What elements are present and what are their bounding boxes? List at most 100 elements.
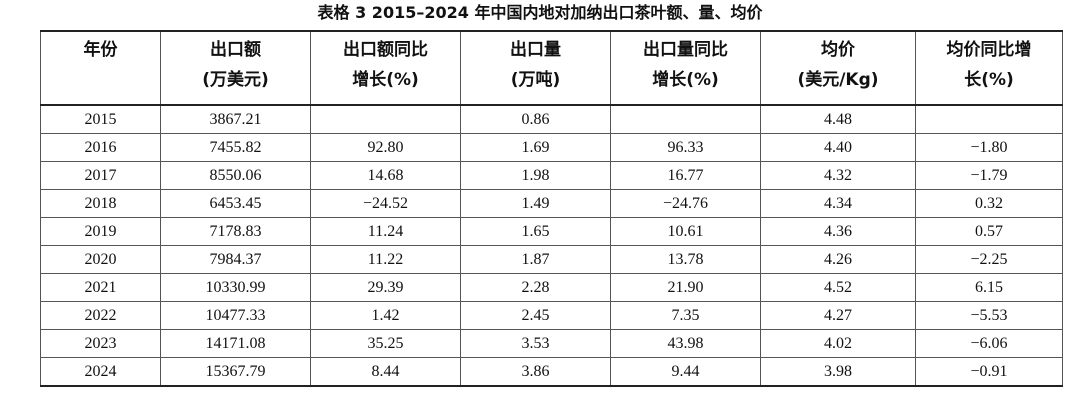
table-cell: 6.15	[915, 273, 1063, 302]
table-row: 2018 6453.45 −24.52 1.49 −24.76 4.34 0.32	[40, 189, 1063, 218]
table-cell: 1.69	[460, 133, 611, 162]
table-cell: 1.42	[310, 301, 461, 330]
header-cell: 出口量 (万吨)	[460, 30, 611, 106]
table-cell: 7178.83	[160, 217, 311, 246]
table-cell: 4.36	[760, 217, 916, 246]
header-cell: 出口额同比增长(%)	[310, 30, 461, 106]
header-text: 长(%)	[964, 70, 1014, 90]
table-cell: 13.78	[610, 245, 761, 274]
table-cell: 3.53	[460, 329, 611, 358]
table-row: 2015 3867.21 0.86 4.48	[40, 104, 1063, 134]
header-text: (万美元)	[202, 70, 269, 90]
table-cell: 2019	[40, 217, 161, 246]
table-cell: 2017	[40, 161, 161, 190]
table-cell: 4.26	[760, 245, 916, 274]
table-cell: 14171.08	[160, 329, 311, 358]
empty-cell	[610, 104, 761, 134]
table-cell: 10330.99	[160, 273, 311, 302]
table-cell: 7984.37	[160, 245, 311, 274]
table-cell: 35.25	[310, 329, 461, 358]
table-cell: −1.80	[915, 133, 1063, 162]
empty-cell	[915, 104, 1063, 134]
table-cell: 1.98	[460, 161, 611, 190]
table-cell: 96.33	[610, 133, 761, 162]
table-body: 2015 3867.21 0.86 4.48 2016 7455.82 92.80 1.69 9…	[40, 104, 1063, 387]
header-cell: 年份	[40, 30, 161, 106]
header-text: 年份	[83, 40, 118, 60]
table-cell: −2.25	[915, 245, 1063, 274]
table-cell: 7.35	[610, 301, 761, 330]
table-cell: 14.68	[310, 161, 461, 190]
empty-cell	[310, 104, 461, 134]
table-cell: −24.76	[610, 189, 761, 218]
table-cell: 11.24	[310, 217, 461, 246]
table-cell: 11.22	[310, 245, 461, 274]
header-text: 出口额	[210, 40, 261, 60]
table-cell: 15367.79	[160, 357, 311, 387]
header-cell: 出口量同比 增长(%)	[610, 30, 761, 106]
table-row: 2021 10330.99 29.39 2.28 21.90 4.52 6.15	[40, 273, 1063, 302]
table-head: 年份 出口额 (万美元) 出口额同比 增长(%) 出口量 (万吨) 出口量同比 增长(%) 均价 (…	[40, 30, 1063, 106]
table-cell: 8.44	[310, 357, 461, 387]
header-cell: 均价同比增长(%)	[915, 30, 1063, 106]
table-cell: 1.65	[460, 217, 611, 246]
table-cell: 16.77	[610, 161, 761, 190]
data-table: 年份 出口额 (万美元) 出口额同比 增长(%) 出口量 (万吨) 出口量同比 增长(%) 均价 (…	[40, 30, 1063, 387]
table-cell: 4.02	[760, 329, 916, 358]
table-cell: 6453.45	[160, 189, 311, 218]
table-row: 2019 7178.83 11.24 1.65 10.61 4.36 0.57	[40, 217, 1063, 246]
table-cell: −0.91	[915, 357, 1063, 387]
table-cell: 2023	[40, 329, 161, 358]
table-cell: 4.48	[760, 104, 916, 134]
table-cell: 3867.21	[160, 104, 311, 134]
table-cell: −24.52	[310, 189, 461, 218]
table-cell: 10.61	[610, 217, 761, 246]
table-cell: 3.86	[460, 357, 611, 387]
table-cell: 2.45	[460, 301, 611, 330]
table-cell: 10477.33	[160, 301, 311, 330]
table-cell: 2024	[40, 357, 161, 387]
table-cell: 2020	[40, 245, 161, 274]
header-row: 年份 出口额 (万美元) 出口额同比 增长(%) 出口量 (万吨) 出口量同比 增长(%) 均价 (…	[40, 30, 1063, 106]
table-cell: −1.79	[915, 161, 1063, 190]
header-cell: 出口额 (万美元)	[160, 30, 311, 106]
header-text: 出口额同比	[343, 40, 428, 60]
header-text: (美元/Kg)	[797, 70, 879, 90]
table-cell: 7455.82	[160, 133, 311, 162]
table-cell: 3.98	[760, 357, 916, 387]
table-title: 表格 3 2015–2024 年中国内地对加纳出口茶叶额、量、均价	[317, 3, 763, 22]
table-row: 2017 8550.06 14.68 1.98 16.77 4.32 −1.79	[40, 161, 1063, 190]
header-text: 出口量	[510, 40, 561, 60]
table-cell: 1.49	[460, 189, 611, 218]
table-row: 2020 7984.37 11.22 1.87 13.78 4.26 −2.25	[40, 245, 1063, 274]
table-cell: 8550.06	[160, 161, 311, 190]
table-cell: 4.34	[760, 189, 916, 218]
table-cell: 2015	[40, 104, 161, 134]
table-cell: 0.57	[915, 217, 1063, 246]
table-cell: 1.87	[460, 245, 611, 274]
header-text: 均价	[821, 40, 855, 60]
table-cell: −6.06	[915, 329, 1063, 358]
table-row: 2024 15367.79 8.44 3.86 9.44 3.98 −0.91	[40, 357, 1063, 387]
header-cell: 均价 (美元/Kg)	[760, 30, 916, 106]
table-cell: 29.39	[310, 273, 461, 302]
table-cell: 2016	[40, 133, 161, 162]
table-cell: 92.80	[310, 133, 461, 162]
header-text: 增长(%)	[652, 70, 719, 90]
table-cell: 9.44	[610, 357, 761, 387]
header-text: 增长(%)	[352, 70, 419, 90]
table-row: 2023 14171.08 35.25 3.53 43.98 4.02 −6.06	[40, 329, 1063, 358]
table-cell: 4.27	[760, 301, 916, 330]
table-cell: −5.53	[915, 301, 1063, 330]
table-cell: 4.40	[760, 133, 916, 162]
table-row: 2022 10477.33 1.42 2.45 7.35 4.27 −5.53	[40, 301, 1063, 330]
header-text: 均价同比增	[946, 40, 1032, 60]
table-cell: 2.28	[460, 273, 611, 302]
table-cell: 2018	[40, 189, 161, 218]
table-cell: 0.86	[460, 104, 611, 134]
table-cell: 4.32	[760, 161, 916, 190]
table-cell: 4.52	[760, 273, 916, 302]
table-cell: 2022	[40, 301, 161, 330]
table-cell: 43.98	[610, 329, 761, 358]
